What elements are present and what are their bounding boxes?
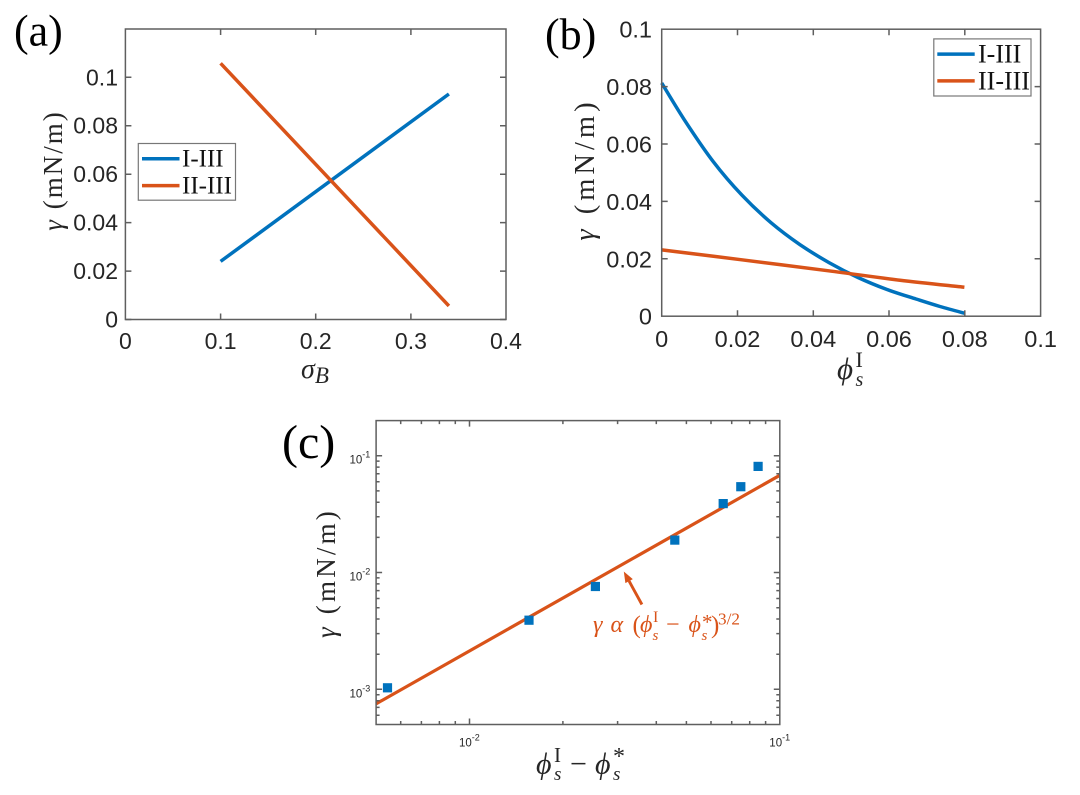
svg-text:ϕ: ϕ (689, 612, 701, 638)
svg-text:*: * (702, 610, 713, 634)
svg-text:0.06: 0.06 (606, 132, 652, 158)
svg-text:s: s (653, 628, 659, 644)
svg-text:−: − (666, 612, 680, 638)
svg-text:0.06: 0.06 (73, 161, 118, 187)
svg-text:0.08: 0.08 (942, 326, 988, 352)
svg-text:γ (mN/m): γ (mN/m) (38, 110, 68, 230)
svg-text:3/2: 3/2 (718, 610, 740, 629)
svg-text:(b): (b) (545, 10, 596, 59)
svg-text:ϕ: ϕ (837, 351, 853, 386)
svg-text:0.2: 0.2 (300, 328, 332, 354)
svg-text:ϕ: ϕ (536, 748, 552, 781)
svg-text:(: ( (633, 612, 641, 639)
svg-text:II-III: II-III (182, 173, 232, 200)
svg-text:0.04: 0.04 (606, 189, 652, 215)
svg-text:s: s (554, 764, 561, 785)
svg-text:0.02: 0.02 (606, 246, 652, 272)
svg-text:0.1: 0.1 (86, 64, 118, 90)
svg-text:0: 0 (655, 326, 668, 352)
svg-text:s: s (702, 628, 708, 644)
svg-text:0.3: 0.3 (395, 328, 427, 354)
svg-text:0: 0 (639, 304, 652, 330)
svg-text:I: I (554, 743, 561, 767)
svg-text:s: s (856, 369, 864, 391)
svg-text:0: 0 (105, 307, 118, 333)
svg-text:0.04: 0.04 (73, 210, 118, 236)
svg-text:−: − (570, 748, 587, 781)
svg-text:ϕ: ϕ (595, 748, 611, 781)
svg-text:γ: γ (593, 612, 603, 638)
svg-text:ϕ: ϕ (640, 612, 652, 638)
svg-text:0.02: 0.02 (715, 326, 761, 352)
svg-text:): ) (711, 612, 719, 639)
svg-text:α: α (611, 612, 624, 638)
svg-text:II-III: II-III (978, 67, 1030, 96)
svg-text:0.08: 0.08 (606, 74, 652, 100)
svg-text:0.04: 0.04 (790, 326, 836, 352)
svg-text:γ (mN/m): γ (mN/m) (570, 98, 601, 240)
svg-text:(a): (a) (14, 7, 63, 56)
svg-text:0.06: 0.06 (866, 326, 912, 352)
svg-text:0.1: 0.1 (205, 328, 237, 354)
svg-text:s: s (613, 764, 620, 785)
svg-text:I-III: I-III (182, 146, 224, 173)
svg-text:I: I (856, 347, 863, 372)
svg-text:0.1: 0.1 (1024, 326, 1057, 352)
svg-text:0.1: 0.1 (619, 17, 652, 43)
svg-text:0: 0 (119, 328, 132, 354)
svg-text:0.08: 0.08 (73, 113, 118, 139)
svg-text:I: I (653, 609, 658, 626)
svg-text:I-III: I-III (978, 40, 1021, 69)
svg-text:(c): (c) (282, 416, 335, 469)
svg-text:0.02: 0.02 (73, 258, 118, 284)
svg-text:0.4: 0.4 (490, 328, 522, 354)
svg-text:*: * (613, 744, 625, 770)
svg-text:γ (mN/m): γ (mN/m) (311, 508, 341, 638)
